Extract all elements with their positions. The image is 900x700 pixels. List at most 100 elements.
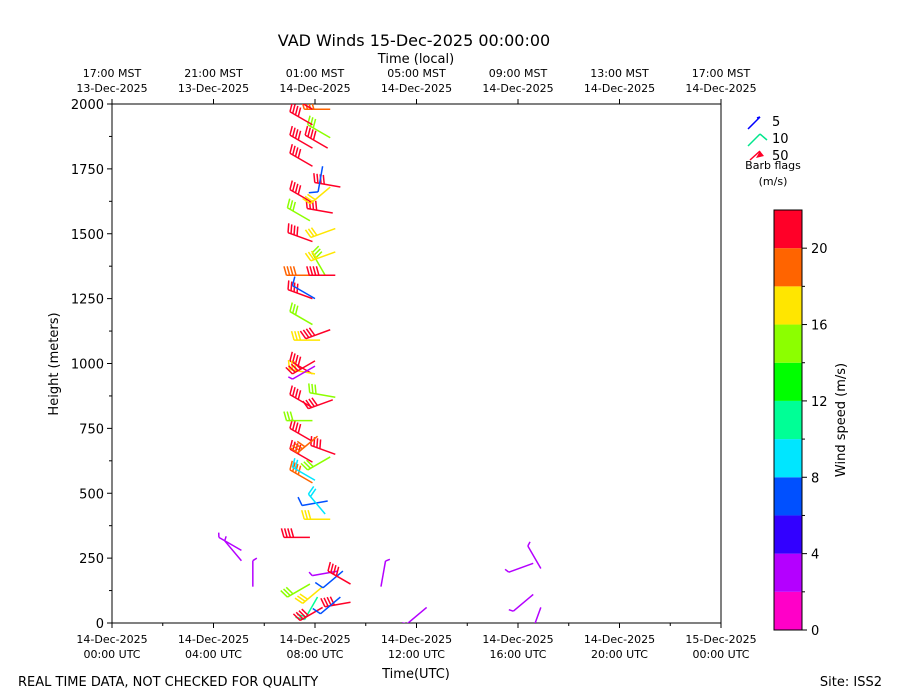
wind-barb-feather — [294, 388, 299, 399]
wind-barb-feather — [295, 611, 304, 620]
wind-barb-feather — [307, 251, 315, 261]
x-tick-label-time: 00:00 UTC — [83, 648, 140, 661]
top-tick-label-date: 13-Dec-2025 — [76, 82, 147, 95]
wind-barb-feather — [304, 509, 309, 520]
wind-barb-feather — [290, 330, 295, 341]
wind-barb-shaft — [292, 360, 316, 375]
wind-barb-feather — [330, 563, 334, 573]
wind-barb-feather — [289, 266, 294, 276]
wind-barb-feather — [287, 528, 292, 538]
x-tick-label-date: 14-Dec-2025 — [279, 633, 350, 646]
wind-barb-shaft — [534, 607, 542, 623]
wind-barb-feather — [319, 439, 322, 449]
wind-barb-feather — [282, 588, 291, 597]
wind-barb — [291, 276, 316, 300]
wind-barb — [527, 541, 542, 569]
wind-barb-shaft — [512, 593, 534, 612]
quality-disclaimer: REAL TIME DATA, NOT CHECKED FOR QUALITY — [18, 675, 318, 690]
wind-barb-feather — [302, 104, 305, 110]
wind-barb — [252, 557, 258, 587]
wind-barb-feather — [289, 180, 294, 190]
wind-barb-feather — [291, 458, 296, 468]
wind-barb-feather — [312, 118, 317, 129]
wind-barb-feather — [309, 117, 314, 127]
wind-barb — [287, 223, 313, 243]
wind-barb-feather — [314, 200, 318, 211]
wind-barb-feather — [309, 266, 314, 276]
colorbar-segment — [774, 362, 802, 401]
wind-barb-feather — [283, 266, 288, 276]
wind-barb-feather — [289, 104, 293, 112]
x-tick-label-time: 00:00 UTC — [692, 648, 749, 661]
wind-barb — [289, 125, 313, 149]
y-tick-label: 1500 — [71, 228, 104, 243]
colorbar-tick-label: 4 — [811, 548, 819, 563]
y-axis-label: Height (meters) — [47, 312, 62, 415]
wind-barb-feather — [299, 330, 307, 340]
wind-barb-shaft — [299, 606, 323, 622]
wind-barb — [304, 250, 336, 262]
wind-barb-feather — [311, 245, 320, 254]
wind-barb-shaft — [289, 111, 313, 126]
wind-barb-feather — [327, 561, 332, 572]
legend-entry-10: 10 — [772, 132, 789, 147]
colorbar-segment — [774, 515, 802, 554]
wind-barb — [304, 125, 329, 149]
wind-barb-feather — [289, 411, 294, 421]
top-tick-label-date: 14-Dec-2025 — [685, 82, 756, 95]
wind-barb-shaft — [302, 586, 324, 604]
wind-barb-feather — [308, 571, 313, 577]
wind-barb-feather — [314, 581, 324, 589]
barb-legend-title: Barb flags — [745, 159, 801, 172]
wind-barb-shaft — [317, 166, 324, 193]
wind-barb — [306, 115, 331, 139]
x-tick-label-time: 12:00 UTC — [388, 648, 445, 661]
legend-barb-10-icon — [747, 133, 761, 147]
x-tick-label-date: 14-Dec-2025 — [381, 633, 452, 646]
wind-barb-feather — [292, 201, 297, 212]
wind-barb-feather — [287, 280, 290, 290]
wind-barb — [306, 266, 336, 277]
wind-barb — [289, 385, 313, 409]
wind-barb — [301, 104, 313, 110]
colorbar-segment — [774, 439, 802, 478]
colorbar-tick-label: 20 — [811, 242, 828, 257]
wind-barb-feather — [294, 147, 299, 157]
wind-barb-feather — [252, 557, 258, 562]
axis-ticks: 0 250 500 750 1000 1250 1500 1750 2000 14-Dec-202… — [71, 67, 757, 661]
colorbar-segment — [774, 553, 802, 592]
wind-barb-feather — [297, 595, 306, 602]
wind-barb-feather — [290, 224, 293, 234]
wind-barb-feather — [294, 422, 299, 432]
wind-barb — [302, 397, 334, 410]
wind-barb-shaft — [289, 469, 313, 484]
wind-barb-feather — [306, 266, 311, 276]
y-tick-label: 1000 — [71, 358, 104, 373]
colorbar-segment — [774, 286, 802, 325]
wind-barb-feather — [291, 181, 296, 192]
site-label: Site: ISS2 — [820, 675, 882, 690]
wind-barb — [280, 528, 310, 539]
wind-barb-feather — [286, 411, 291, 421]
wind-barb-shaft — [309, 186, 331, 205]
wind-barb-feather — [316, 438, 319, 448]
wind-barb-feather — [287, 359, 291, 370]
wind-barb — [217, 532, 242, 551]
wind-barb — [283, 266, 313, 277]
wind-barb-shaft — [309, 391, 336, 398]
wind-barb-feather — [280, 589, 288, 598]
wind-barb-feather — [291, 420, 296, 431]
colorbar-segment — [774, 400, 802, 440]
wind-barb-feather — [289, 144, 294, 154]
x-tick-label-date: 14-Dec-2025 — [76, 633, 147, 646]
legend-barb-50-flag — [756, 151, 764, 158]
wind-barb-feather — [294, 442, 303, 450]
wind-barb-feather — [294, 183, 299, 193]
wind-barb — [289, 104, 313, 126]
y-tick-label: 750 — [79, 422, 104, 437]
wind-barb-shaft — [310, 444, 336, 456]
wind-barb-feather — [287, 223, 290, 233]
wind-barb-feather — [301, 509, 305, 520]
wind-barb-feather — [312, 607, 321, 615]
wind-barb — [289, 419, 313, 442]
